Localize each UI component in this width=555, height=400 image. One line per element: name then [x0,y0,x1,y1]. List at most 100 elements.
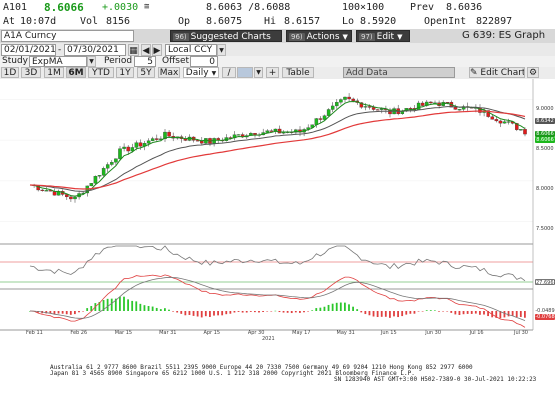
candle-up [339,99,343,103]
footer-line-2: Japan 81 3 4565 8900 Singapore 65 6212 1… [50,370,415,377]
period-ytd-button[interactable]: YTD [88,67,114,78]
candle-down [359,102,364,108]
calendar-icon[interactable]: ▦ [128,44,139,56]
prev-value: 8.6036 [446,2,483,13]
period-3d-button[interactable]: 3D [21,67,41,78]
macd-histogram-bar [188,311,191,315]
candle-up [335,102,339,107]
candle-up [134,142,139,148]
macd-histogram-bar [237,311,240,312]
security-field[interactable]: A1A Curncy [1,30,134,42]
settings-gear-icon[interactable]: ⚙ [527,67,539,78]
table-button[interactable]: Table [282,67,314,78]
macd-histogram-bar [266,311,269,312]
macd-histogram-bar [213,311,215,316]
candle-up [326,109,331,116]
candle-up [519,129,523,131]
macd-histogram-bar [360,311,363,313]
chevron-down-icon[interactable]: ▼ [217,44,226,56]
y-tick-label: 8.5000 [536,146,554,152]
prev-period-button[interactable]: ◀ [141,44,151,56]
currency-select[interactable]: Local CCY [165,44,217,56]
candle-up [314,118,319,125]
edit-chart-button[interactable]: ✎ Edit Chart [469,67,525,78]
start-date-field[interactable]: 02/01/2021 [1,44,56,56]
candle-up [130,147,135,152]
macd-histogram-bar [413,311,416,314]
ema-long-line [29,110,526,190]
macd-histogram-bar [352,306,354,311]
add-data-field[interactable]: Add Data [343,67,455,78]
edit-button[interactable]: 97) Edit ▼ [356,30,410,42]
range-toolbar: 02/01/2021 - 07/30/2021 ▦ ◀ ▶ Local CCY … [0,43,555,56]
vol-value: 8156 [106,16,131,27]
macd-histogram-bar [274,310,277,312]
frequency-select[interactable]: Daily ▼ [183,67,219,78]
macd-histogram-bar [290,311,293,314]
frequency-value: Daily [185,68,209,78]
end-date-field[interactable]: 07/30/2021 [64,44,126,56]
macd-histogram-bar [425,310,428,311]
study-label: Study [2,56,28,66]
x-year-label: 2021 [262,336,275,342]
offset-field[interactable]: 0 [190,56,218,67]
macd-histogram-bar [487,311,489,317]
x-tick-label: Apr 15 [203,330,221,336]
next-period-button[interactable]: ▶ [152,44,162,56]
macd-histogram-bar [123,296,125,311]
macd-histogram-bar [368,311,371,316]
suggested-charts-button[interactable]: 96) Suggested Charts [170,30,282,42]
macd-histogram-bar [389,311,391,318]
study-field[interactable]: ExpMA [29,56,87,67]
candle-up [265,130,270,133]
macd-histogram-bar [372,311,375,317]
prev-label: Prev [410,2,435,13]
candle-up [150,138,155,141]
macd-histogram-bar [143,305,146,311]
command-toolbar: A1A Curncy 96) Suggested Charts 96) Action… [0,29,555,43]
bid-ask: 8.6063 /8.6088 [206,2,291,13]
candle-down [408,108,413,110]
period-max-button[interactable]: Max [158,67,180,78]
chevron-down-icon[interactable]: ▼ [87,56,96,67]
macd-histogram-bar [515,311,518,318]
macd-histogram-bar [524,311,526,318]
macd-histogram-bar [454,311,457,315]
macd-histogram-bar [429,310,432,311]
macd-histogram-bar [233,311,236,313]
candle-down [367,106,372,108]
edit-tool-icon[interactable] [237,67,253,78]
draw-line-icon[interactable]: ∕ [222,67,236,78]
macd-histogram-bar [286,311,289,313]
period-1m-button[interactable]: 1M [44,67,64,78]
ema-slow-line [29,106,526,192]
macd-histogram-bar [519,311,522,317]
period-6m-button[interactable]: 6M [66,67,86,78]
macd-histogram-bar [139,303,142,311]
period-5y-button[interactable]: 5Y [137,67,155,78]
bid-ask-size: 100×100 [342,2,385,13]
macd-histogram-bar [499,311,502,319]
macd-histogram-bar [217,311,219,316]
period-1y-button[interactable]: 1Y [116,67,134,78]
crosshair-icon[interactable]: + [266,67,279,78]
chevron-down-icon: ▼ [342,33,348,41]
candle-down [318,118,323,120]
candle-down [277,128,282,134]
period-field[interactable]: 5 [134,56,156,67]
x-tick-label: Jun 15 [380,330,397,336]
x-tick-label: Feb 26 [70,330,88,336]
macd-histogram-bar [438,311,440,312]
x-tick-label: May 17 [292,330,311,336]
y-tick-label: 7.5000 [536,226,554,232]
candle-down [69,196,73,200]
x-tick-label: Mar 15 [114,330,133,336]
range-dash: - [58,45,62,55]
chevron-down-icon[interactable]: ▼ [254,67,263,78]
period-1d-button[interactable]: 1D [1,67,19,78]
x-tick-label: Jun 30 [425,330,442,336]
price-chart[interactable]: 9.0000 8.5000 8.0000 7.5000 8.6342 8.606… [0,79,555,400]
candle-up [118,148,122,159]
actions-button[interactable]: 96) Actions ▼ [286,30,352,42]
edit-chart-label: Edit Chart [480,68,525,78]
